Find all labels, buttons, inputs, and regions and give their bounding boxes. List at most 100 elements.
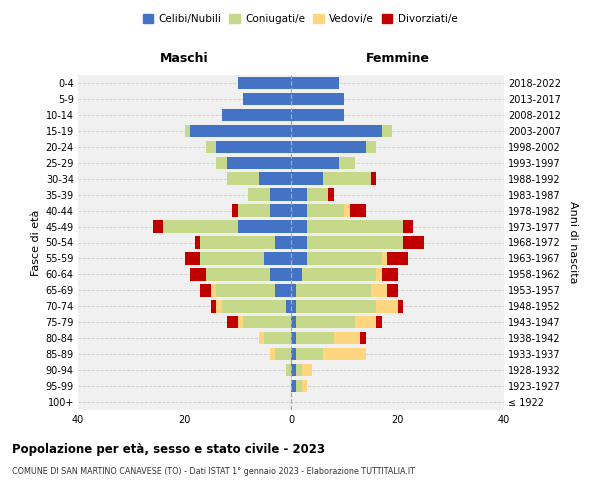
Bar xyxy=(217,156,227,169)
Bar xyxy=(296,284,371,296)
Bar xyxy=(275,348,291,360)
Bar xyxy=(291,92,344,105)
Bar xyxy=(323,348,365,360)
Bar xyxy=(222,300,286,312)
Bar xyxy=(190,124,291,137)
Bar xyxy=(206,140,217,153)
Bar xyxy=(360,332,365,344)
Bar xyxy=(270,188,291,201)
Bar xyxy=(227,156,291,169)
Bar xyxy=(398,300,403,312)
Bar xyxy=(296,316,355,328)
Bar xyxy=(217,300,222,312)
Bar xyxy=(307,236,403,248)
Legend: Celibi/Nubili, Coniugati/e, Vedovi/e, Divorziati/e: Celibi/Nubili, Coniugati/e, Vedovi/e, Di… xyxy=(139,10,461,29)
Bar xyxy=(270,348,275,360)
Bar xyxy=(275,284,291,296)
Bar xyxy=(291,108,344,121)
Bar xyxy=(387,284,398,296)
Bar xyxy=(296,364,302,376)
Bar xyxy=(265,332,291,344)
Bar xyxy=(328,188,334,201)
Text: Popolazione per età, sesso e stato civile - 2023: Popolazione per età, sesso e stato civil… xyxy=(12,442,325,456)
Bar xyxy=(302,380,307,392)
Bar xyxy=(291,156,339,169)
Bar xyxy=(152,220,163,233)
Bar xyxy=(291,236,307,248)
Bar xyxy=(238,316,243,328)
Bar xyxy=(291,300,296,312)
Bar xyxy=(190,268,206,280)
Bar xyxy=(291,172,323,185)
Text: Maschi: Maschi xyxy=(160,52,209,65)
Bar xyxy=(238,204,270,217)
Bar xyxy=(339,156,355,169)
Bar xyxy=(206,268,270,280)
Bar xyxy=(291,348,296,360)
Bar xyxy=(227,316,238,328)
Bar xyxy=(222,108,291,121)
Bar xyxy=(376,300,398,312)
Bar xyxy=(248,188,270,201)
Bar xyxy=(259,332,265,344)
Bar xyxy=(296,348,323,360)
Bar xyxy=(291,316,296,328)
Bar xyxy=(291,364,296,376)
Text: COMUNE DI SAN MARTINO CANAVESE (TO) - Dati ISTAT 1° gennaio 2023 - Elaborazione : COMUNE DI SAN MARTINO CANAVESE (TO) - Da… xyxy=(12,468,415,476)
Bar xyxy=(227,172,259,185)
Bar xyxy=(403,220,413,233)
Bar xyxy=(365,140,376,153)
Bar xyxy=(334,332,360,344)
Bar xyxy=(291,188,307,201)
Bar xyxy=(243,92,291,105)
Bar xyxy=(291,140,365,153)
Bar xyxy=(232,204,238,217)
Bar xyxy=(286,300,291,312)
Bar xyxy=(307,252,382,264)
Bar xyxy=(259,172,291,185)
Bar xyxy=(296,380,302,392)
Bar xyxy=(387,252,408,264)
Y-axis label: Anni di nascita: Anni di nascita xyxy=(568,201,578,284)
Bar xyxy=(382,252,387,264)
Bar xyxy=(211,300,217,312)
Bar xyxy=(307,188,328,201)
Bar xyxy=(163,220,238,233)
Bar xyxy=(265,252,291,264)
Bar xyxy=(286,364,291,376)
Bar xyxy=(376,268,382,280)
Bar xyxy=(291,268,302,280)
Bar xyxy=(291,332,296,344)
Bar xyxy=(382,124,392,137)
Bar xyxy=(185,124,190,137)
Bar xyxy=(344,204,350,217)
Bar xyxy=(302,268,376,280)
Bar xyxy=(296,332,334,344)
Bar xyxy=(307,220,403,233)
Bar xyxy=(376,316,382,328)
Bar xyxy=(200,236,275,248)
Bar xyxy=(195,236,200,248)
Bar xyxy=(200,252,265,264)
Bar xyxy=(200,284,211,296)
Bar xyxy=(238,220,291,233)
Bar xyxy=(350,204,365,217)
Bar xyxy=(323,172,371,185)
Bar xyxy=(291,252,307,264)
Bar xyxy=(211,284,217,296)
Bar xyxy=(243,316,291,328)
Bar xyxy=(355,316,376,328)
Bar xyxy=(217,284,275,296)
Bar xyxy=(382,268,398,280)
Bar xyxy=(270,204,291,217)
Bar xyxy=(291,124,382,137)
Bar xyxy=(291,380,296,392)
Y-axis label: Fasce di età: Fasce di età xyxy=(31,210,41,276)
Bar xyxy=(275,236,291,248)
Bar xyxy=(291,77,339,89)
Bar xyxy=(217,140,291,153)
Text: Femmine: Femmine xyxy=(365,52,430,65)
Bar xyxy=(307,204,344,217)
Bar xyxy=(371,284,387,296)
Bar xyxy=(238,77,291,89)
